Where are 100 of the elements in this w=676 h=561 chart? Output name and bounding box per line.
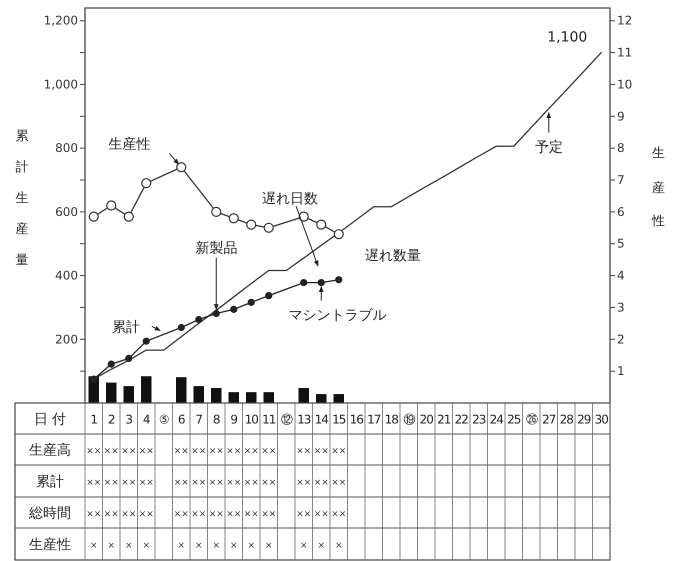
annotation: 累計 xyxy=(112,319,140,336)
category-label: 総時間 xyxy=(29,506,71,522)
point xyxy=(300,278,308,286)
y2-tick-label: 2 xyxy=(617,332,625,346)
text: × xyxy=(124,541,133,551)
point xyxy=(246,220,256,230)
y-tick-label: 800 xyxy=(55,141,78,156)
text: ×× xyxy=(314,510,329,520)
point xyxy=(212,310,220,318)
point xyxy=(298,212,309,222)
text: × xyxy=(230,541,238,551)
point xyxy=(334,229,344,240)
y2-tick-label: 5 xyxy=(617,236,625,251)
bar xyxy=(124,386,134,403)
y-tick-label: 200 xyxy=(55,332,78,346)
bar xyxy=(228,392,239,403)
point xyxy=(141,178,152,188)
text: ×× xyxy=(86,510,102,520)
text: ×× xyxy=(244,510,259,520)
text: ×× xyxy=(296,446,312,456)
text: 累計生産量 xyxy=(16,129,28,268)
y2-tick-label: 4 xyxy=(617,268,625,283)
annotation: 遅れ日数 xyxy=(262,191,318,207)
x-tick-label: 27 xyxy=(542,412,556,426)
point xyxy=(142,338,150,345)
text: ×× xyxy=(314,446,329,456)
bar xyxy=(334,394,344,403)
text: ×× xyxy=(244,478,259,488)
y2-tick-label: 1 xyxy=(617,364,625,378)
text: ×× xyxy=(226,510,242,520)
point xyxy=(124,212,134,222)
point xyxy=(318,278,325,286)
text: ×× xyxy=(86,478,102,488)
text: ×× xyxy=(261,446,276,456)
y2-tick-label: 7 xyxy=(617,173,625,188)
x-tick-label: 3 xyxy=(125,412,132,426)
bar xyxy=(246,392,256,403)
x-tick-label: 7 xyxy=(195,412,202,426)
x-tick-label: 20 xyxy=(420,412,434,426)
text: × xyxy=(247,541,256,551)
text: ×× xyxy=(138,446,154,456)
text: × xyxy=(334,541,343,551)
x-tick-label: 29 xyxy=(577,412,591,426)
point xyxy=(178,324,185,332)
x-tick-label: 21 xyxy=(437,412,451,426)
text: ×× xyxy=(174,446,189,456)
bar xyxy=(194,386,204,403)
y-tick-label: 1,200 xyxy=(44,14,78,28)
text: ×× xyxy=(121,446,136,456)
x-tick-label: 13 xyxy=(297,412,311,426)
x-tick-label: 24 xyxy=(490,412,504,426)
text: ×× xyxy=(138,510,154,520)
y-tick-label: 600 xyxy=(55,204,78,219)
y-tick-label: 1,000 xyxy=(44,77,78,92)
y2-tick-label: 11 xyxy=(617,46,632,60)
point xyxy=(228,213,239,224)
text: ×× xyxy=(104,446,119,456)
text: ×× xyxy=(226,478,242,488)
text: ×× xyxy=(191,446,206,456)
text: 累計 xyxy=(36,474,64,490)
bar xyxy=(264,392,274,403)
y2-tick-label: 6 xyxy=(617,204,625,219)
point xyxy=(230,306,238,313)
text: ×× xyxy=(261,510,276,520)
text: ×× xyxy=(226,446,242,456)
point xyxy=(248,298,255,306)
point xyxy=(335,276,342,284)
text: ×× xyxy=(104,478,119,488)
x-tick-label: 17 xyxy=(367,412,381,426)
y2-tick-label: 9 xyxy=(617,109,625,124)
category-label: 生産高 xyxy=(29,442,71,458)
text: ×× xyxy=(244,446,259,456)
x-tick-label: 15 xyxy=(332,412,346,426)
x-tick-label: 22 xyxy=(454,412,468,426)
x-tick-label: 9 xyxy=(230,412,238,426)
text: ×× xyxy=(331,510,346,520)
text: ×× xyxy=(296,510,312,520)
text: ×× xyxy=(331,446,346,456)
bar xyxy=(298,388,309,403)
bar xyxy=(176,377,186,403)
point xyxy=(108,360,115,368)
x-tick-label: 4 xyxy=(142,412,150,426)
annotation: 1,100 xyxy=(547,30,588,46)
annotation: マシントラブル xyxy=(288,308,386,324)
text: ×× xyxy=(191,478,206,488)
point xyxy=(125,354,132,362)
bar xyxy=(211,388,222,403)
x-tick-label: 28 xyxy=(560,412,574,426)
x-tick-label: 14 xyxy=(314,412,328,426)
bar xyxy=(106,382,116,403)
text: ×× xyxy=(314,478,329,488)
point xyxy=(211,206,222,217)
y2-tick-label: 3 xyxy=(617,300,625,314)
bar xyxy=(316,394,326,403)
y2-tick-label: 10 xyxy=(617,77,632,92)
x-tick-label: 23 xyxy=(472,412,486,426)
x-tick-label: 10 xyxy=(244,412,258,426)
point xyxy=(264,222,274,233)
text: × xyxy=(194,541,203,551)
text: ×× xyxy=(174,510,189,520)
